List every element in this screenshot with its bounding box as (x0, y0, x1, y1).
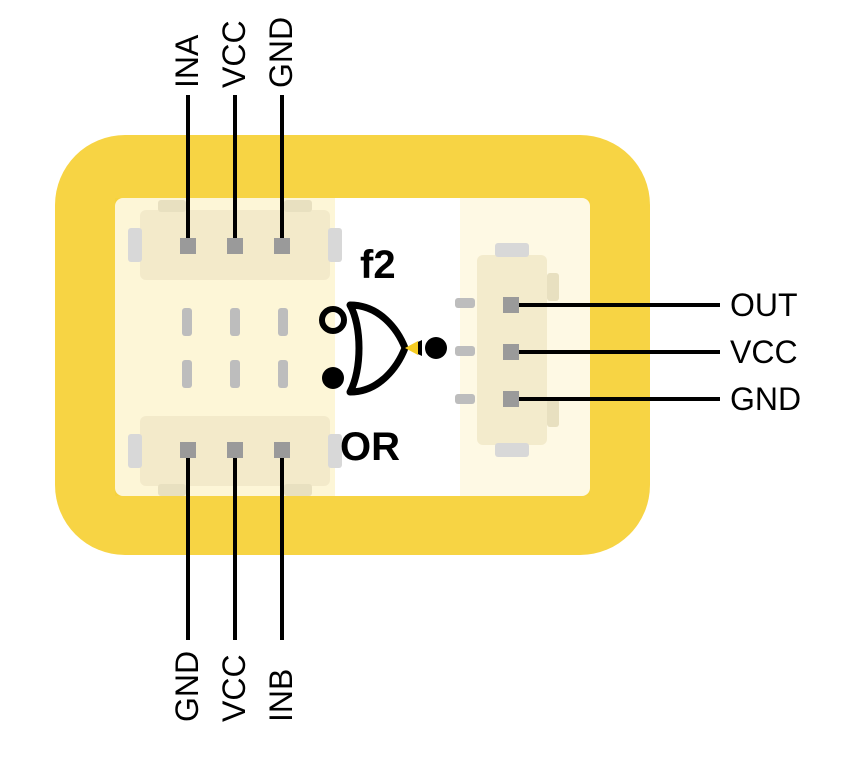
right-label-gnd: GND (730, 381, 801, 417)
top-label-ina: INA (169, 34, 205, 88)
top-label-gnd: GND (263, 17, 299, 88)
bottom-label-inb: INB (263, 669, 299, 722)
bottom-label-gnd: GND (169, 651, 205, 722)
right-label-out: OUT (730, 287, 798, 323)
right-label-vcc: VCC (730, 334, 798, 370)
chip-label-top: f2 (360, 243, 396, 287)
chip-label-bottom: OR (340, 425, 400, 469)
top-label-vcc: VCC (216, 20, 252, 88)
or-gate-module-diagram: f2 OR INA VCC GND GND VCC INB OUT VCC (0, 0, 845, 779)
bottom-label-vcc: VCC (216, 654, 252, 722)
